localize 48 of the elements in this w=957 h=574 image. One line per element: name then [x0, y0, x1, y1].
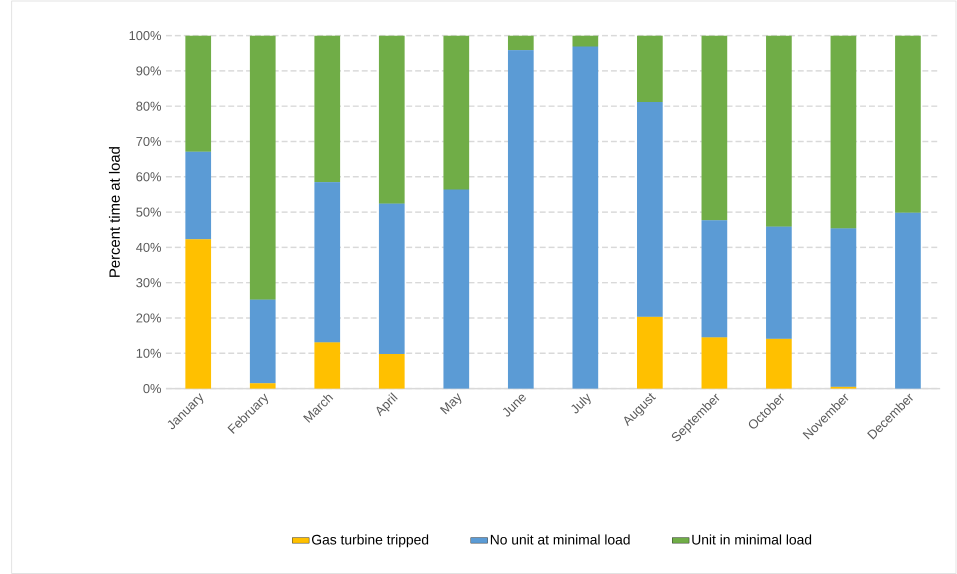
- bar: [766, 226, 792, 339]
- bar: [378, 354, 405, 388]
- y-tick-label: 80%: [136, 101, 162, 111]
- y-tick-label: 30%: [136, 278, 162, 288]
- bar: [508, 50, 534, 388]
- bar: [830, 228, 856, 387]
- bar: [185, 35, 212, 152]
- bar: [572, 46, 598, 388]
- legend-label: No unit at minimal load: [490, 534, 630, 544]
- y-tick-label: 0%: [143, 384, 162, 393]
- bar: [702, 220, 728, 338]
- bar: [830, 35, 856, 228]
- bar: [766, 338, 792, 388]
- bar: [185, 239, 212, 388]
- y-tick-label: 60%: [136, 172, 162, 182]
- bar: [637, 316, 663, 388]
- bar: [572, 35, 598, 46]
- y-tick-label: 70%: [136, 136, 162, 146]
- y-tick-label: 40%: [136, 242, 162, 252]
- y-tick-label: 90%: [136, 66, 162, 76]
- x-tick-label: May: [440, 392, 462, 414]
- bar: [702, 35, 728, 220]
- bar: [508, 35, 534, 50]
- bar: [250, 383, 276, 388]
- bar: [637, 102, 663, 317]
- bar: [250, 299, 276, 384]
- y-axis-title: Percent time at load: [108, 146, 120, 277]
- bar: [443, 35, 470, 190]
- x-tick-label: July: [571, 393, 591, 414]
- y-tick-label: 50%: [136, 207, 162, 216]
- bar: [314, 182, 340, 342]
- y-tick-label: 100%: [130, 30, 162, 40]
- bar: [637, 35, 663, 102]
- bar: [443, 189, 470, 388]
- bar: [895, 212, 921, 388]
- bar: [314, 35, 340, 182]
- y-tick-label: 10%: [136, 348, 162, 358]
- bar: [766, 35, 792, 226]
- bar: [702, 337, 728, 388]
- bar: [895, 35, 921, 213]
- legend-label: Unit in minimal load: [692, 534, 812, 544]
- bar: [250, 35, 276, 300]
- bar: [378, 203, 405, 354]
- y-tick-label: 20%: [136, 313, 162, 322]
- bar: [378, 35, 405, 204]
- bar: [314, 342, 340, 388]
- legend-label: Gas turbine tripped: [312, 534, 428, 548]
- bar: [185, 151, 212, 240]
